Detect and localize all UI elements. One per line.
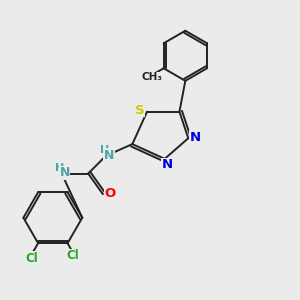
Text: N: N bbox=[190, 131, 201, 144]
Text: H: H bbox=[55, 163, 64, 173]
Text: Cl: Cl bbox=[26, 252, 39, 265]
Text: N: N bbox=[161, 158, 172, 171]
Text: S: S bbox=[135, 104, 145, 117]
Text: CH₃: CH₃ bbox=[142, 72, 163, 82]
Text: O: O bbox=[105, 187, 116, 200]
Text: N: N bbox=[59, 166, 70, 179]
Text: Cl: Cl bbox=[66, 250, 79, 262]
Text: N: N bbox=[103, 148, 114, 161]
Text: H: H bbox=[100, 145, 109, 155]
